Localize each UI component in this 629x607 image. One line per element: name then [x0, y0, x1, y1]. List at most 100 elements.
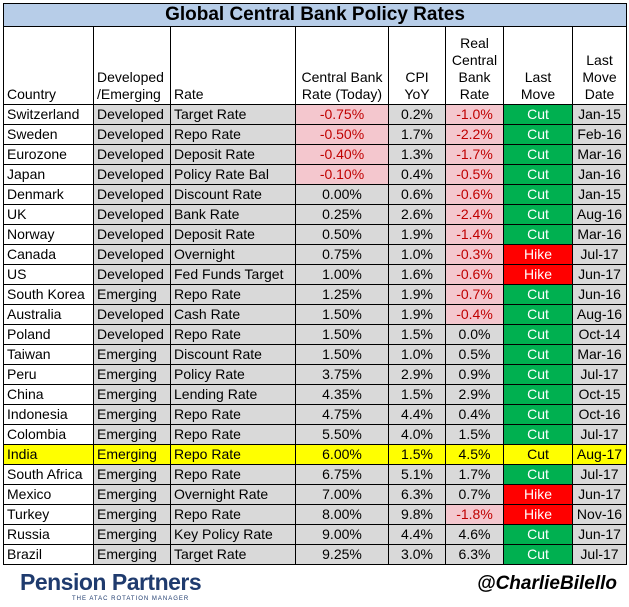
cell-real-rate: 0.5% — [445, 344, 504, 365]
cell-country: Taiwan — [3, 344, 94, 365]
cell-last-move-date: Jul-17 — [572, 424, 627, 445]
cell-country: Poland — [3, 324, 94, 345]
cell-central-bank-rate: 1.50% — [295, 324, 389, 345]
cell-country: China — [3, 384, 94, 405]
cell-cpi-yoy: 1.5% — [388, 384, 446, 405]
cell-last-move: Cut — [503, 204, 573, 225]
cell-last-move: Hike — [503, 484, 573, 505]
cell-cpi-yoy: 1.7% — [388, 124, 446, 145]
cell-central-bank-rate: 1.50% — [295, 304, 389, 325]
cell-last-move-date: Feb-16 — [572, 124, 627, 145]
footer: Pension Partners THE ATAC ROTATION MANAG… — [0, 565, 629, 607]
cell-cpi-yoy: 6.3% — [388, 484, 446, 505]
cell-country: Mexico — [3, 484, 94, 505]
cell-central-bank-rate: 8.00% — [295, 504, 389, 525]
table-row: Switzerland Developed Target Rate -0.75% 0.2… — [3, 104, 627, 125]
cell-rate-name: Target Rate — [170, 104, 296, 125]
cell-last-move: Hike — [503, 264, 573, 285]
cell-last-move-date: Oct-16 — [572, 404, 627, 425]
cell-developed-emerging: Developed — [93, 204, 171, 225]
cell-real-rate: 1.7% — [445, 464, 504, 485]
cell-real-rate: 2.9% — [445, 384, 504, 405]
cell-central-bank-rate: 0.50% — [295, 224, 389, 245]
cell-rate-name: Repo Rate — [170, 124, 296, 145]
cell-developed-emerging: Developed — [93, 304, 171, 325]
table-row: Turkey Emerging Repo Rate 8.00% 9.8% -1.8% Hik… — [3, 504, 627, 525]
cell-developed-emerging: Developed — [93, 144, 171, 165]
cell-central-bank-rate: 7.00% — [295, 484, 389, 505]
cell-last-move: Cut — [503, 464, 573, 485]
cell-cpi-yoy: 4.0% — [388, 424, 446, 445]
cell-central-bank-rate: 3.75% — [295, 364, 389, 385]
cell-last-move-date: Jul-17 — [572, 544, 627, 565]
cell-last-move: Cut — [503, 524, 573, 545]
cell-rate-name: Overnight Rate — [170, 484, 296, 505]
cell-last-move-date: Nov-16 — [572, 504, 627, 525]
cell-last-move: Hike — [503, 244, 573, 265]
cell-central-bank-rate: 6.00% — [295, 444, 389, 465]
cell-developed-emerging: Emerging — [93, 524, 171, 545]
table-row: Peru Emerging Policy Rate 3.75% 2.9% 0.9% Cut J… — [3, 364, 627, 385]
cell-rate-name: Deposit Rate — [170, 144, 296, 165]
table-row: Canada Developed Overnight 0.75% 1.0% -0.3% Hi… — [3, 244, 627, 265]
cell-country: Indonesia — [3, 404, 94, 425]
cell-country: Sweden — [3, 124, 94, 145]
cell-country: Russia — [3, 524, 94, 545]
cell-real-rate: 0.7% — [445, 484, 504, 505]
cell-real-rate: 4.5% — [445, 444, 504, 465]
cell-last-move-date: Jun-17 — [572, 524, 627, 545]
cell-central-bank-rate: 5.50% — [295, 424, 389, 445]
table-row: Brazil Emerging Target Rate 9.25% 3.0% 6.3% Cu… — [3, 544, 627, 565]
cell-developed-emerging: Emerging — [93, 504, 171, 525]
cell-country: South Africa — [3, 464, 94, 485]
cell-central-bank-rate: 1.25% — [295, 284, 389, 305]
table-row: China Emerging Lending Rate 4.35% 1.5% 2.9% Cu… — [3, 384, 627, 405]
cell-cpi-yoy: 0.6% — [388, 184, 446, 205]
cell-cpi-yoy: 1.9% — [388, 304, 446, 325]
cell-last-move-date: Jun-17 — [572, 484, 627, 505]
cell-real-rate: -0.7% — [445, 284, 504, 305]
cell-cpi-yoy: 1.6% — [388, 264, 446, 285]
cell-cpi-yoy: 2.6% — [388, 204, 446, 225]
cell-last-move: Cut — [503, 344, 573, 365]
cell-rate-name: Deposit Rate — [170, 224, 296, 245]
cell-cpi-yoy: 1.9% — [388, 224, 446, 245]
cell-rate-name: Repo Rate — [170, 404, 296, 425]
cell-rate-name: Key Policy Rate — [170, 524, 296, 545]
cell-rate-name: Policy Rate Bal — [170, 164, 296, 185]
cell-last-move: Cut — [503, 224, 573, 245]
cell-real-rate: -2.4% — [445, 204, 504, 225]
table-row: UK Developed Bank Rate 0.25% 2.6% -2.4% Cut Aug… — [3, 204, 627, 225]
cell-last-move-date: Jul-17 — [572, 244, 627, 265]
cell-last-move-date: Jul-17 — [572, 464, 627, 485]
cell-central-bank-rate: 0.75% — [295, 244, 389, 265]
cell-country: Denmark — [3, 184, 94, 205]
cell-rate-name: Fed Funds Target — [170, 264, 296, 285]
cell-last-move: Cut — [503, 124, 573, 145]
cell-cpi-yoy: 5.1% — [388, 464, 446, 485]
policy-rates-table: Global Central Bank Policy Rates Country… — [3, 3, 627, 565]
cell-real-rate: -1.4% — [445, 224, 504, 245]
cell-last-move-date: Mar-16 — [572, 344, 627, 365]
cell-real-rate: 0.0% — [445, 324, 504, 345]
cell-cpi-yoy: 4.4% — [388, 524, 446, 545]
author-handle: @CharlieBilello — [477, 573, 617, 594]
cell-rate-name: Repo Rate — [170, 424, 296, 445]
cell-last-move: Hike — [503, 504, 573, 525]
cell-developed-emerging: Developed — [93, 104, 171, 125]
cell-rate-name: Discount Rate — [170, 344, 296, 365]
cell-rate-name: Bank Rate — [170, 204, 296, 225]
cell-last-move-date: Oct-15 — [572, 384, 627, 405]
header-last-move: Last Move — [503, 26, 573, 105]
cell-developed-emerging: Emerging — [93, 544, 171, 565]
cell-rate-name: Target Rate — [170, 544, 296, 565]
cell-cpi-yoy: 1.0% — [388, 344, 446, 365]
cell-last-move: Cut — [503, 424, 573, 445]
cell-central-bank-rate: 6.75% — [295, 464, 389, 485]
cell-last-move: Cut — [503, 444, 573, 465]
cell-country: Canada — [3, 244, 94, 265]
cell-developed-emerging: Emerging — [93, 284, 171, 305]
cell-cpi-yoy: 4.4% — [388, 404, 446, 425]
cell-last-move: Cut — [503, 144, 573, 165]
cell-developed-emerging: Emerging — [93, 384, 171, 405]
